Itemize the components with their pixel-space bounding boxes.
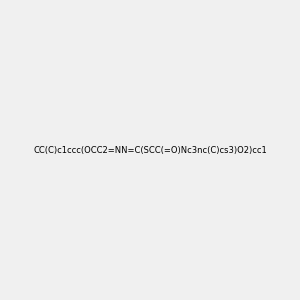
Text: CC(C)c1ccc(OCC2=NN=C(SCC(=O)Nc3nc(C)cs3)O2)cc1: CC(C)c1ccc(OCC2=NN=C(SCC(=O)Nc3nc(C)cs3)… <box>33 146 267 154</box>
